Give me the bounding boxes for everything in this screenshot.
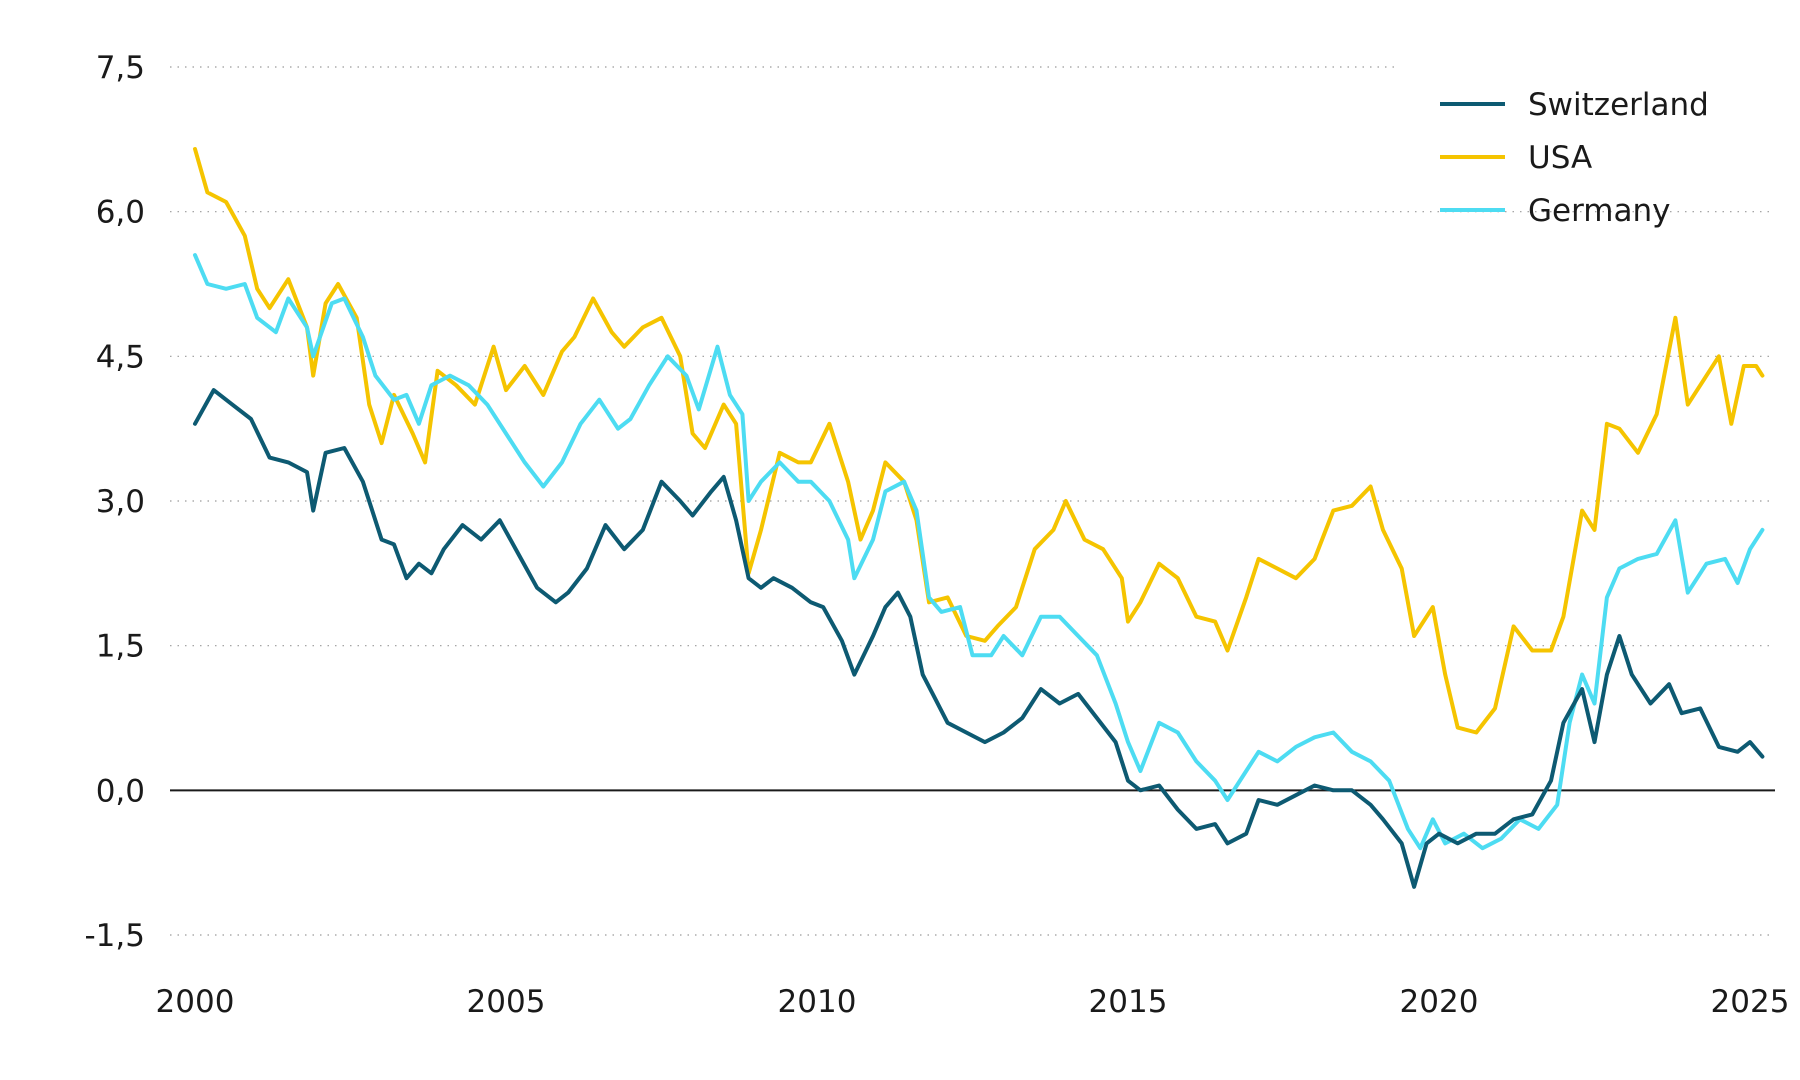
y-tick-label: 0,0 xyxy=(96,773,145,809)
x-tick-label: 2000 xyxy=(156,984,235,1020)
series-line-switzerland xyxy=(193,388,1765,889)
y-axis-ticks: -1,5 0,0 1,5 3,0 4,5 6,0 7,5 xyxy=(85,50,146,954)
x-axis-ticks: 2000 2005 2010 2015 2020 2025 xyxy=(156,984,1790,1020)
series-layer xyxy=(193,147,1765,889)
grid-layer xyxy=(170,66,1775,936)
legend-label-switzerland: Switzerland xyxy=(1528,87,1709,123)
legend-label-germany: Germany xyxy=(1528,193,1670,229)
x-tick-label: 2005 xyxy=(467,984,546,1020)
y-tick-label: 6,0 xyxy=(96,195,145,231)
y-tick-label: 4,5 xyxy=(96,339,145,375)
x-tick-label: 2015 xyxy=(1089,984,1168,1020)
legend-label-usa: USA xyxy=(1528,140,1592,176)
series-line-germany xyxy=(193,253,1765,851)
y-tick-label: 3,0 xyxy=(96,484,145,520)
y-tick-label: 1,5 xyxy=(96,629,145,665)
x-tick-label: 2010 xyxy=(778,984,857,1020)
x-tick-label: 2025 xyxy=(1711,984,1790,1020)
series-line-usa xyxy=(193,147,1765,735)
y-tick-label: 7,5 xyxy=(96,50,145,86)
y-tick-label: -1,5 xyxy=(85,918,146,954)
legend: Switzerland USA Germany xyxy=(1440,87,1709,229)
x-tick-label: 2020 xyxy=(1400,984,1479,1020)
